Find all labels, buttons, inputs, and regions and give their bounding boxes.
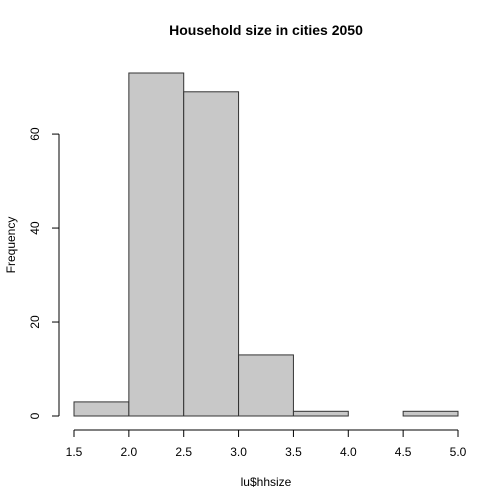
x-tick-label: 5.0: [450, 445, 467, 459]
y-tick-label: 20: [28, 315, 42, 329]
histogram-bar-6: [402, 410, 459, 417]
x-axis-label: lu$hhsize: [241, 475, 292, 489]
x-tick-label: 4.0: [340, 445, 357, 459]
x-tick-label: 3.5: [285, 445, 302, 459]
chart-title: Household size in cities 2050: [169, 22, 363, 38]
x-tick-label: 2.5: [175, 445, 192, 459]
x-tick-label: 4.5: [395, 445, 412, 459]
histogram-bar-0: [73, 401, 130, 417]
y-tick-label: 0: [28, 412, 42, 419]
histogram-bar-3: [238, 354, 294, 417]
histogram-bar-4: [292, 410, 349, 417]
histogram-bar-1: [128, 72, 185, 417]
y-axis-label: Frequency: [4, 217, 18, 274]
histogram-bar-2: [183, 91, 240, 417]
y-tick-label: 40: [28, 221, 42, 235]
x-axis: 1.5 2.0 2.5 3.0 3.5 4.0 4.5 5.0: [66, 429, 467, 459]
bars: [73, 72, 459, 417]
y-axis: 0 20 40 60: [28, 127, 60, 419]
x-tick-label: 2.0: [121, 445, 138, 459]
y-tick-label: 60: [28, 127, 42, 141]
x-tick-label: 3.0: [230, 445, 247, 459]
x-tick-label: 1.5: [66, 445, 83, 459]
